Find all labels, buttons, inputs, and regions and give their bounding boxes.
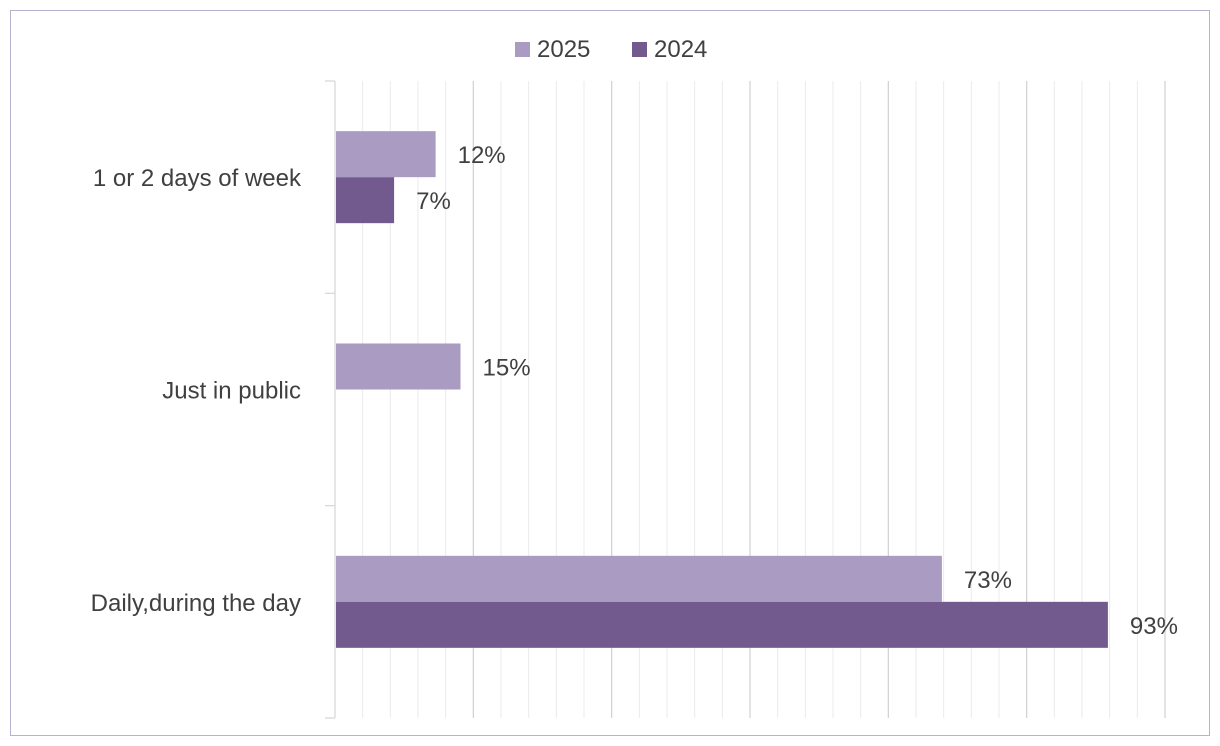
bar-chart: 12% 7% 15% 73% 93% 1 or 2 days of week Just i… — [91, 36, 1178, 719]
bar-2024 — [336, 601, 1108, 648]
category-axis — [325, 80, 336, 719]
legend-label: 2025 — [537, 36, 590, 63]
bar-2025 — [336, 343, 461, 390]
legend-label: 2024 — [654, 36, 707, 63]
bar-2025 — [336, 131, 436, 178]
data-labels: 12% 7% 15% 73% 93% — [416, 142, 1178, 640]
category-label: Just in public — [162, 378, 301, 405]
data-label: 15% — [483, 355, 531, 382]
bar-2024 — [336, 177, 395, 224]
data-label: 93% — [1130, 613, 1178, 640]
category-label: 1 or 2 days of week — [93, 165, 302, 192]
chart-frame: 12% 7% 15% 73% 93% 1 or 2 days of week Just i… — [10, 10, 1210, 736]
legend-swatch-2024 — [632, 42, 647, 57]
data-label: 73% — [964, 567, 1012, 594]
legend: 2025 2024 — [515, 36, 707, 63]
category-label: Daily,during the day — [91, 590, 301, 617]
bar-2025 — [336, 555, 942, 602]
legend-swatch-2025 — [515, 42, 530, 57]
data-label: 12% — [458, 142, 506, 169]
bars — [336, 131, 1108, 648]
data-label: 7% — [416, 188, 451, 215]
category-labels: 1 or 2 days of week Just in public Daily,d… — [91, 165, 302, 617]
